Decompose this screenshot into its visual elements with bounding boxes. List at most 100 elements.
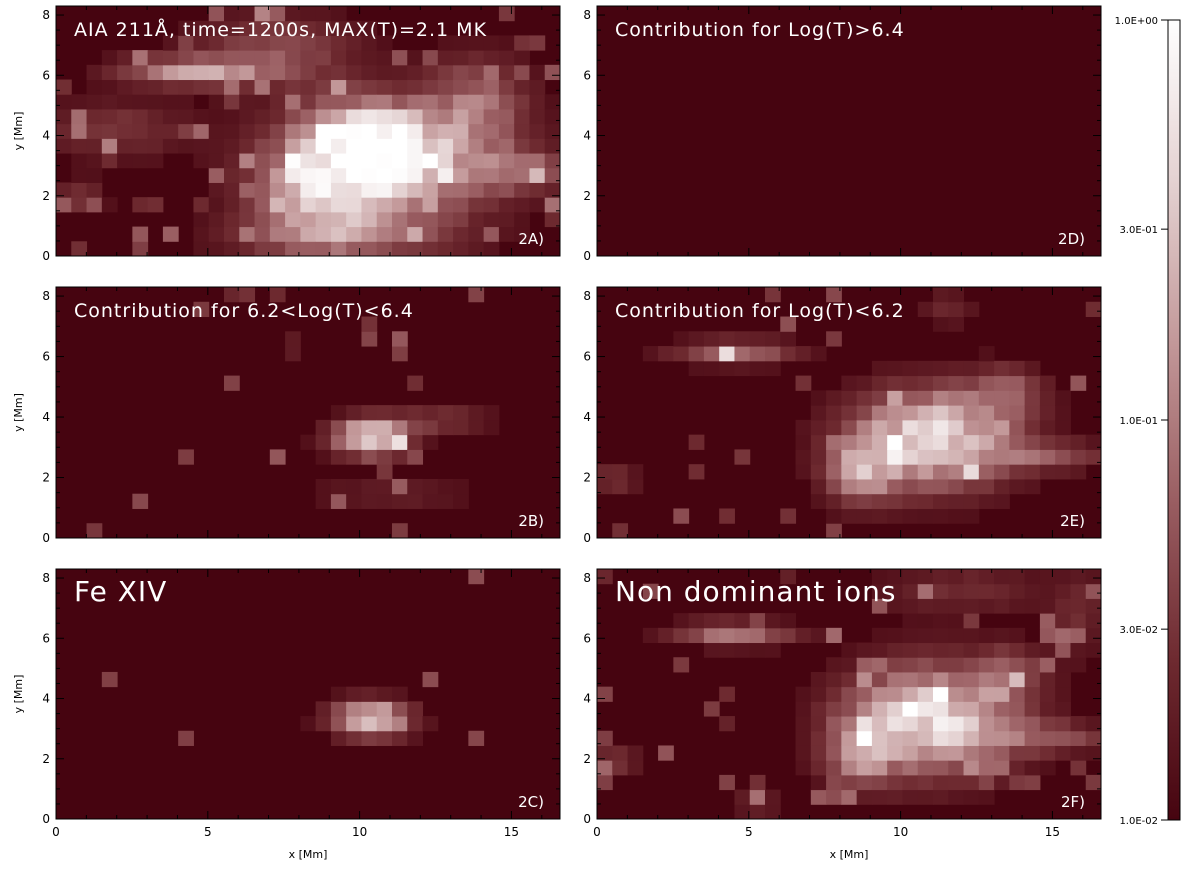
heatmap-cell xyxy=(963,657,980,673)
heatmap-cell xyxy=(978,760,995,776)
heatmap-cell xyxy=(56,138,72,154)
heatmap-cell xyxy=(239,241,256,257)
heatmap-cell xyxy=(734,331,751,347)
heatmap-cell xyxy=(514,226,530,242)
heatmap-cell xyxy=(795,716,812,732)
heatmap-cell xyxy=(437,478,454,495)
heatmap-cell xyxy=(887,671,903,688)
heatmap-cell xyxy=(994,375,1010,391)
heatmap-cell xyxy=(688,613,705,629)
heatmap-cell xyxy=(86,197,103,213)
heatmap-cell xyxy=(841,419,858,436)
heatmap-cell xyxy=(948,701,965,717)
heatmap-cell xyxy=(887,716,903,732)
heatmap-cell xyxy=(544,211,561,228)
heatmap-cell xyxy=(856,390,873,406)
heatmap-cell xyxy=(269,108,286,125)
heatmap-cell xyxy=(208,167,225,183)
heatmap-cell xyxy=(178,730,194,746)
x-tick-label: 5 xyxy=(745,825,753,839)
heatmap-cell xyxy=(392,241,408,257)
heatmap-cell xyxy=(871,508,888,524)
heatmap-cell xyxy=(392,211,408,228)
heatmap-cell xyxy=(285,123,301,139)
panels: 0 2 4 6 8 y [Mm] AIA 211Å, time=1200s, MAX(T)=… xyxy=(12,5,1102,861)
heatmap-cell xyxy=(810,464,827,480)
heatmap-cell xyxy=(453,241,469,257)
heatmap-cell xyxy=(917,301,934,318)
heatmap-cell xyxy=(330,79,347,95)
heatmap-cell xyxy=(780,613,797,629)
heatmap-cell xyxy=(71,182,88,198)
heatmap-cell xyxy=(208,79,225,95)
heatmap-cell xyxy=(1055,642,1071,658)
heatmap-cell xyxy=(132,123,149,139)
heatmap-cell xyxy=(315,79,332,95)
heatmap-cell xyxy=(948,569,965,585)
heatmap-cell xyxy=(376,79,393,95)
heatmap-cell xyxy=(529,108,546,125)
heatmap-cell xyxy=(86,64,103,81)
heatmap-cell xyxy=(453,493,469,509)
heatmap-cell xyxy=(887,360,903,377)
heatmap-cell xyxy=(392,123,408,139)
heatmap-cell xyxy=(468,153,485,169)
panel-frame xyxy=(55,5,561,257)
colorbar-tick-label: 3.0E-02 xyxy=(1119,625,1158,636)
heatmap-cell xyxy=(162,64,179,81)
heatmap-cell xyxy=(963,789,980,805)
x-tick-label: 15 xyxy=(1045,825,1060,839)
heatmap-cell xyxy=(612,745,629,761)
heatmap-cell xyxy=(612,523,629,539)
heatmap-cell xyxy=(917,598,934,614)
heatmap-cell xyxy=(346,197,362,213)
heatmap-cell xyxy=(315,50,332,66)
heatmap-cell xyxy=(795,449,812,465)
heatmap-cell xyxy=(978,671,995,688)
heatmap-cell xyxy=(933,657,949,673)
heatmap-cell xyxy=(483,64,500,81)
heatmap-cell xyxy=(795,627,812,644)
heatmap-cell xyxy=(330,50,347,66)
heatmap-cell xyxy=(453,167,469,183)
heatmap-cell xyxy=(902,390,919,406)
heatmap-cell xyxy=(330,211,347,228)
y-tick-label: 6 xyxy=(583,350,591,364)
heatmap-cell xyxy=(178,138,194,154)
heatmap-cell xyxy=(933,316,949,332)
panel-annotation: Non dominant ions xyxy=(615,575,896,608)
heatmap-cell xyxy=(224,226,240,242)
heatmap-cell xyxy=(468,138,485,154)
heatmap-cell xyxy=(224,108,240,125)
heatmap-cell xyxy=(933,287,949,303)
heatmap-cell xyxy=(1039,405,1056,421)
heatmap-cell xyxy=(468,35,485,51)
heatmap-cell xyxy=(86,79,103,95)
heatmap-cell xyxy=(269,138,286,154)
heatmap-cell xyxy=(856,789,873,805)
heatmap-cell xyxy=(392,50,408,66)
panel-2d: 0 2 4 6 8 Contribution for Log(T)>6.4 2D) xyxy=(583,5,1102,263)
heatmap-cell xyxy=(1009,716,1026,732)
heatmap-cell xyxy=(117,50,133,66)
heatmap-cell xyxy=(468,94,485,110)
heatmap-cell xyxy=(422,153,439,169)
heatmap-cell xyxy=(948,508,965,524)
heatmap-cell xyxy=(361,716,378,732)
heatmap-cell xyxy=(147,94,164,110)
heatmap-cell xyxy=(810,346,827,362)
heatmap-cell xyxy=(948,657,965,673)
heatmap-cell xyxy=(1085,627,1102,644)
heatmap-cell xyxy=(673,613,690,629)
heatmap-cell xyxy=(933,464,949,480)
heatmap-cell xyxy=(56,197,72,213)
heatmap-cell xyxy=(1039,375,1056,391)
heatmap-cell xyxy=(132,197,149,213)
heatmap-cell xyxy=(376,108,393,125)
heatmap-cell xyxy=(392,523,408,539)
heatmap-cell xyxy=(162,123,179,139)
heatmap-cell xyxy=(1039,745,1056,761)
heatmap-cell xyxy=(978,686,995,702)
heatmap-cell xyxy=(826,730,842,746)
heatmap-cell xyxy=(1009,390,1026,406)
